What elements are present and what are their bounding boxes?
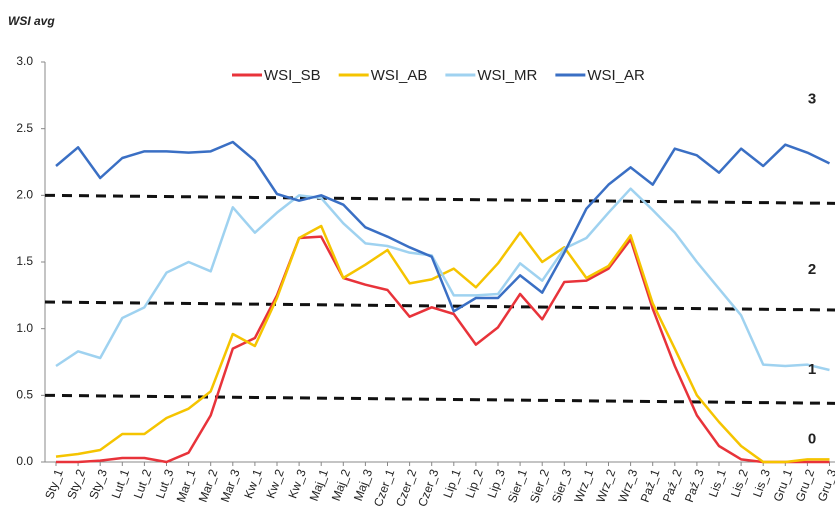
x-tick-label: Mar_2 <box>196 467 221 504</box>
x-tick-label: Lis_3 <box>750 467 773 499</box>
x-tick-label: Wrz_2 <box>593 467 618 504</box>
y-tick-label: 1.5 <box>16 254 33 268</box>
x-tick-label: Kw_2 <box>263 467 287 500</box>
x-tick-label: Wrz_1 <box>571 467 596 504</box>
x-tick-label: Lis_2 <box>728 467 751 499</box>
x-tick-label: Sier_1 <box>505 467 530 505</box>
x-tick-label: Lip_2 <box>462 467 485 500</box>
x-tick-label: Kw_3 <box>285 467 309 500</box>
x-tick-label: Paź_2 <box>660 467 685 504</box>
zone-label: 0 <box>808 430 816 447</box>
x-tick-label: Maj_3 <box>351 467 375 503</box>
y-tick-label: 1.0 <box>16 321 33 335</box>
x-tick-label: Czer_3 <box>415 467 441 508</box>
legend-label: WSI_SB <box>264 67 321 84</box>
legend-label: WSI_AR <box>587 67 645 84</box>
threshold-line <box>44 393 835 405</box>
series-line <box>55 224 830 464</box>
x-tick-label: Lip_3 <box>485 467 508 500</box>
x-tick-label: Mar_3 <box>218 467 243 504</box>
y-tick-label: 0.5 <box>16 388 33 402</box>
zone-label: 3 <box>808 90 816 107</box>
x-tick-label: Kw_1 <box>241 467 265 500</box>
y-tick-label: 2.0 <box>16 188 33 202</box>
x-tick-label: Lis_1 <box>706 467 729 499</box>
x-tick-label: Paź_1 <box>638 467 663 504</box>
x-tick-label: Maj_1 <box>307 467 331 503</box>
legend: WSI_SB WSI_AB WSI_MR WSI_AR <box>232 67 645 84</box>
x-tick-label: Lip_1 <box>440 467 463 500</box>
y-tick-label: 0.0 <box>16 454 33 468</box>
series-line <box>55 187 830 372</box>
x-tick-label: Paź_3 <box>682 467 707 504</box>
x-tick-label: Sier_3 <box>549 467 574 505</box>
x-tick-label: Lut_2 <box>131 467 155 500</box>
series-line <box>56 235 830 464</box>
x-tick-label: Gru_2 <box>793 467 818 503</box>
legend-label: WSI_AB <box>371 67 428 84</box>
x-tick-label: Wrz_3 <box>615 467 640 504</box>
zone-label: 2 <box>808 261 816 278</box>
x-tick-label: Sier_2 <box>527 467 552 505</box>
chart-title: WSI avg <box>8 14 55 28</box>
legend-label: WSI_MR <box>477 67 537 84</box>
x-tick-label: Gru_3 <box>815 467 835 503</box>
x-tick-label: Sty_3 <box>86 467 110 501</box>
y-tick-label: 2.5 <box>16 121 33 135</box>
x-tick-label: Sty_2 <box>64 467 88 501</box>
series-line <box>55 140 831 313</box>
y-tick-label: 3.0 <box>16 54 33 68</box>
x-tick-label: Sty_1 <box>42 467 66 501</box>
threshold-line <box>44 300 835 312</box>
x-tick-label: Maj_2 <box>329 467 353 503</box>
x-tick-label: Lut_1 <box>109 467 133 500</box>
x-tick-label: Mar_1 <box>174 467 199 504</box>
x-tick-label: Lut_3 <box>153 467 177 500</box>
x-tick-label: Gru_1 <box>771 467 796 503</box>
threshold-line <box>44 193 835 205</box>
zone-label: 1 <box>808 361 816 378</box>
